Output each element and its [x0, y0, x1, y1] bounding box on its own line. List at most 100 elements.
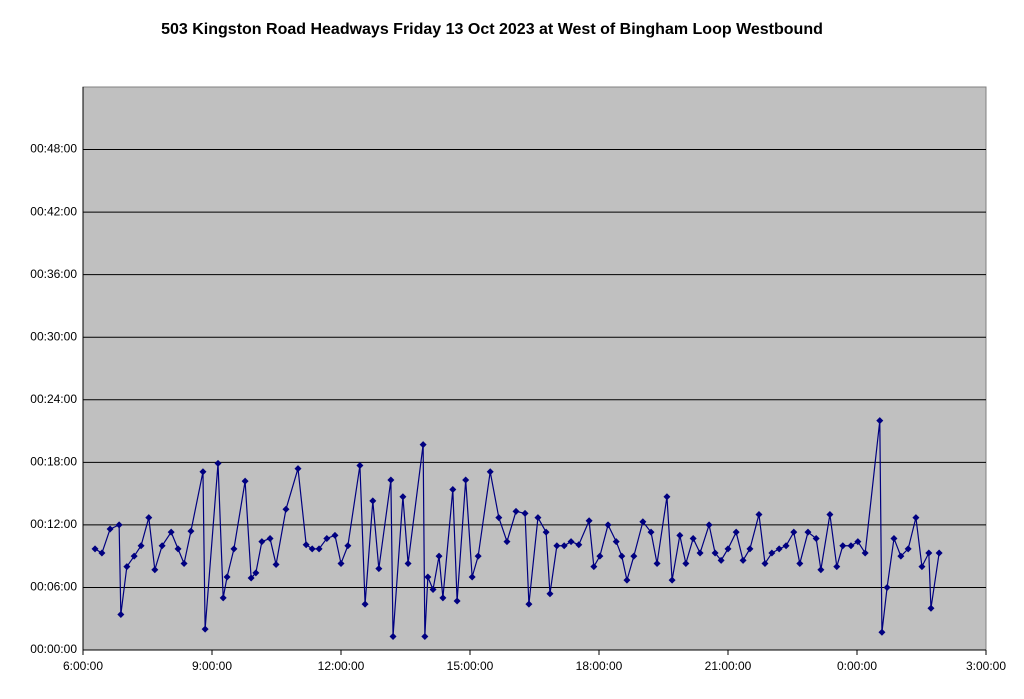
data-point [167, 528, 175, 536]
data-point [123, 563, 131, 571]
data-point [294, 465, 302, 473]
data-point [117, 611, 125, 619]
y-tick-label: 00:00:00 [30, 642, 77, 656]
data-point [826, 510, 834, 518]
data-point [356, 461, 364, 469]
data-point [230, 545, 238, 553]
data-point [804, 528, 812, 536]
data-point [337, 559, 345, 567]
data-point [553, 542, 561, 550]
data-point [369, 497, 377, 505]
data-point [474, 552, 482, 560]
data-point [925, 549, 933, 557]
data-point [653, 559, 661, 567]
data-point [912, 514, 920, 522]
data-point [219, 594, 227, 602]
data-point [542, 528, 550, 536]
data-point [847, 542, 855, 550]
data-point [223, 573, 231, 581]
data-point [302, 541, 310, 549]
data-point [361, 600, 369, 608]
data-point [174, 545, 182, 553]
data-point [512, 507, 520, 515]
data-point [878, 628, 886, 636]
data-point [404, 559, 412, 567]
x-tick-label: 15:00:00 [447, 659, 494, 673]
data-point [612, 538, 620, 546]
data-point [375, 565, 383, 573]
data-point [668, 576, 676, 584]
chart-title: 503 Kingston Road Headways Friday 13 Oct… [161, 21, 823, 38]
data-point [137, 542, 145, 550]
data-point [495, 514, 503, 522]
data-point [323, 534, 331, 542]
data-point [462, 476, 470, 484]
data-point [883, 583, 891, 591]
data-point [717, 556, 725, 564]
data-point [199, 468, 207, 476]
x-tick-label: 6:00:00 [63, 659, 103, 673]
data-point [258, 538, 266, 546]
data-point [151, 566, 159, 574]
data-point [567, 538, 575, 546]
data-point [98, 549, 106, 557]
data-point [453, 597, 461, 605]
data-point [904, 545, 912, 553]
data-point [421, 632, 429, 640]
x-tick-label: 18:00:00 [576, 659, 623, 673]
data-point [214, 459, 222, 467]
data-point [145, 514, 153, 522]
data-point [272, 561, 280, 569]
data-point [91, 545, 99, 553]
y-tick-label: 00:12:00 [30, 517, 77, 531]
data-point [839, 542, 847, 550]
data-point [689, 534, 697, 542]
data-point [331, 531, 339, 539]
data-point [596, 552, 604, 560]
data-point [435, 552, 443, 560]
data-point [676, 531, 684, 539]
x-tick-label: 12:00:00 [318, 659, 365, 673]
data-point [935, 549, 943, 557]
data-point [344, 542, 352, 550]
y-tick-label: 00:18:00 [30, 455, 77, 469]
y-tick-label: 00:36:00 [30, 267, 77, 281]
data-point [724, 545, 732, 553]
data-point [315, 545, 323, 553]
data-point [890, 534, 898, 542]
x-tick-label: 0:00:00 [837, 659, 877, 673]
data-point [130, 552, 138, 560]
data-point [755, 510, 763, 518]
data-point [252, 569, 260, 577]
x-tick-label: 21:00:00 [705, 659, 752, 673]
data-point [897, 552, 905, 560]
data-point [861, 549, 869, 557]
data-point [833, 563, 841, 571]
data-point [521, 509, 529, 517]
data-point [739, 556, 747, 564]
data-point [389, 632, 397, 640]
data-point [282, 505, 290, 513]
data-point [732, 528, 740, 536]
data-point [639, 518, 647, 526]
data-point [927, 604, 935, 612]
data-point [247, 574, 255, 582]
data-point [711, 549, 719, 557]
data-point [768, 549, 776, 557]
data-point [746, 545, 754, 553]
data-point [308, 545, 316, 553]
data-point [761, 559, 769, 567]
x-tick-label: 3:00:00 [966, 659, 1006, 673]
data-point [817, 566, 825, 574]
data-point [696, 549, 704, 557]
data-point [663, 493, 671, 501]
data-point [812, 534, 820, 542]
data-point [486, 468, 494, 476]
data-point [854, 538, 862, 546]
data-point [546, 590, 554, 598]
data-point [618, 552, 626, 560]
data-point [266, 534, 274, 542]
y-tick-label: 00:42:00 [30, 204, 77, 218]
data-point [590, 563, 598, 571]
